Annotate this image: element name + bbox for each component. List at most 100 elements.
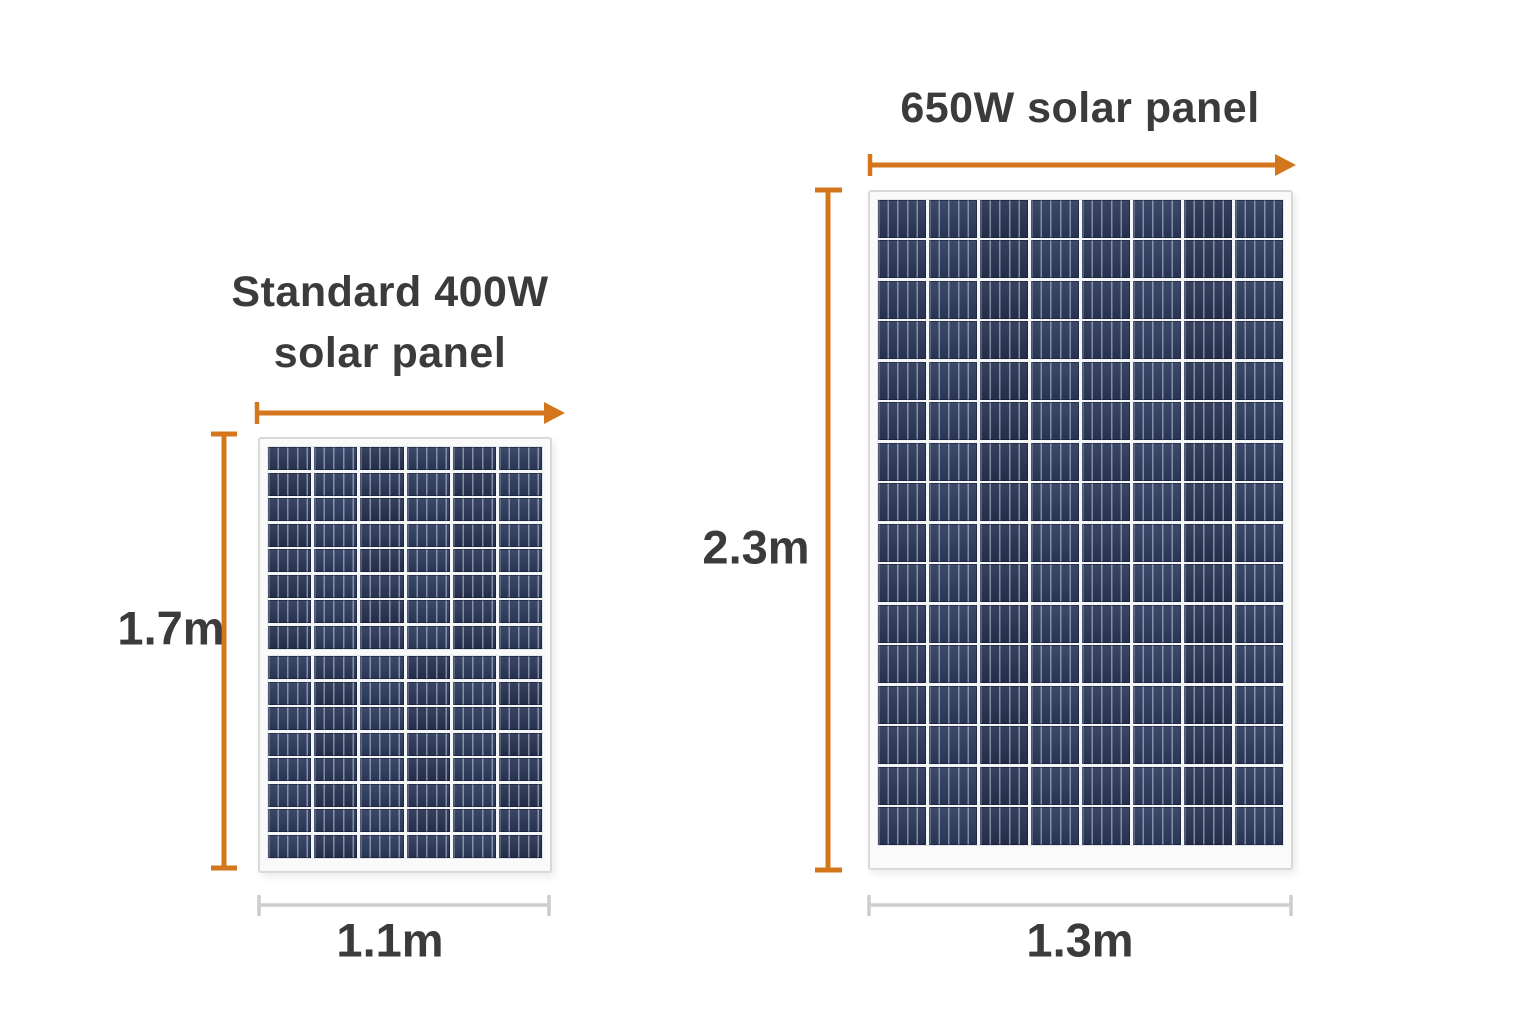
- solar-cell: [406, 783, 450, 807]
- solar-cell: [878, 200, 926, 238]
- left-height-label: 1.7m: [117, 601, 225, 655]
- right-panel-title-text: 650W solar panel: [900, 84, 1260, 132]
- solar-cell: [452, 809, 496, 833]
- solar-cell: [1235, 483, 1283, 522]
- solar-cell: [1082, 402, 1130, 441]
- solar-cell: [498, 783, 542, 807]
- solar-cell: [980, 483, 1028, 522]
- solar-cell: [1031, 240, 1079, 279]
- solar-cell: [1133, 766, 1181, 805]
- solar-cell: [1184, 442, 1232, 481]
- solar-cell: [406, 523, 450, 547]
- solar-cell: [980, 523, 1028, 562]
- solar-cell: [360, 498, 404, 522]
- solar-cell: [1031, 321, 1079, 360]
- solar-cell: [268, 809, 312, 833]
- solar-cell: [360, 834, 404, 858]
- solar-cell: [878, 807, 926, 845]
- solar-cell: [1184, 604, 1232, 643]
- solar-cell: [878, 645, 926, 684]
- solar-cell: [1133, 807, 1181, 845]
- solar-cell: [1235, 726, 1283, 765]
- solar-cell: [1184, 685, 1232, 724]
- solar-cell: [878, 483, 926, 522]
- solar-cell: [498, 549, 542, 573]
- solar-cell: [1235, 766, 1283, 805]
- solar-cell: [1184, 361, 1232, 400]
- solar-cell: [1031, 361, 1079, 400]
- solar-cell: [1031, 564, 1079, 603]
- solar-cell: [498, 681, 542, 705]
- solar-cell: [314, 498, 358, 522]
- solar-cell: [268, 758, 312, 782]
- solar-cell: [1031, 685, 1079, 724]
- solar-cell: [1235, 442, 1283, 481]
- solar-cell: [878, 240, 926, 279]
- left-panel-title-line1: Standard 400W: [231, 268, 549, 316]
- solar-cell: [498, 732, 542, 756]
- solar-cell: [498, 758, 542, 782]
- solar-cell: [929, 807, 977, 845]
- solar-cell: [1133, 280, 1181, 319]
- right-width-arrow-icon: [867, 154, 1296, 176]
- solar-cell: [980, 321, 1028, 360]
- solar-cell: [314, 600, 358, 624]
- solar-cell: [1235, 402, 1283, 441]
- solar-cell: [452, 707, 496, 731]
- solar-cell: [1082, 321, 1130, 360]
- solar-cell: [268, 625, 312, 649]
- solar-cell: [1082, 240, 1130, 279]
- solar-cell: [1133, 240, 1181, 279]
- solar-cell: [314, 809, 358, 833]
- solar-cell: [878, 361, 926, 400]
- solar-cell: [1082, 766, 1130, 805]
- solar-cell: [980, 442, 1028, 481]
- right-panel-title: 650W solar panel: [830, 82, 1330, 134]
- solar-cell: [1031, 604, 1079, 643]
- solar-cell: [878, 604, 926, 643]
- solar-cell: [498, 498, 542, 522]
- solar-cell: [314, 472, 358, 496]
- solar-cell: [1235, 807, 1283, 845]
- solar-cell: [1184, 523, 1232, 562]
- solar-cell: [1031, 442, 1079, 481]
- solar-cell: [980, 564, 1028, 603]
- solar-cell: [1235, 645, 1283, 684]
- solar-cell: [878, 766, 926, 805]
- solar-cell: [314, 783, 358, 807]
- solar-cell: [360, 681, 404, 705]
- solar-cell: [314, 732, 358, 756]
- solar-cell: [980, 726, 1028, 765]
- solar-cell: [360, 809, 404, 833]
- solar-cell: [878, 726, 926, 765]
- solar-cell: [929, 726, 977, 765]
- solar-cell: [406, 472, 450, 496]
- solar-cell: [1235, 280, 1283, 319]
- left-height-measure-icon: [211, 431, 237, 871]
- solar-cell: [1031, 523, 1079, 562]
- solar-cell: [1235, 564, 1283, 603]
- solar-cell: [1031, 483, 1079, 522]
- solar-cell: [1184, 321, 1232, 360]
- solar-cell: [1031, 402, 1079, 441]
- solar-cell: [452, 523, 496, 547]
- solar-cell: [1184, 240, 1232, 279]
- solar-cell: [406, 834, 450, 858]
- solar-cell: [1184, 807, 1232, 845]
- solar-cell: [498, 834, 542, 858]
- solar-cell: [929, 321, 977, 360]
- solar-cell: [1184, 483, 1232, 522]
- solar-cell: [1133, 200, 1181, 238]
- solar-cell: [498, 707, 542, 731]
- solar-cell: [1082, 442, 1130, 481]
- solar-cell: [980, 402, 1028, 441]
- solar-cell: [452, 834, 496, 858]
- left-solar-panel-cells: [267, 446, 543, 859]
- solar-cell: [268, 549, 312, 573]
- solar-cell: [1133, 402, 1181, 441]
- solar-cell: [452, 600, 496, 624]
- solar-cell: [878, 523, 926, 562]
- solar-cell: [980, 200, 1028, 238]
- solar-cell: [980, 766, 1028, 805]
- solar-cell: [1031, 200, 1079, 238]
